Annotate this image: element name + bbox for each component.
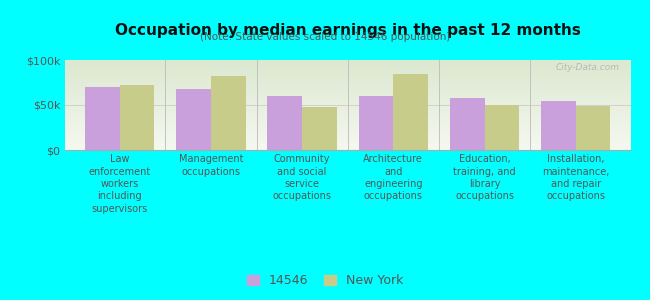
Text: (Note: State values scaled to 14546 population): (Note: State values scaled to 14546 popu… [200,32,450,41]
Legend: 14546, New York: 14546, New York [243,270,407,291]
Bar [450,98,484,150]
Title: Occupation by median earnings in the past 12 months: Occupation by median earnings in the pas… [115,23,580,38]
Bar [176,89,211,150]
Text: City-Data.com: City-Data.com [555,63,619,72]
Bar [120,85,155,150]
Bar [359,96,393,150]
Bar [576,106,610,150]
Bar [211,76,246,150]
Bar [268,96,302,150]
Bar [85,87,120,150]
Bar [541,100,576,150]
Bar [393,74,428,150]
Bar [302,107,337,150]
Bar [484,105,519,150]
